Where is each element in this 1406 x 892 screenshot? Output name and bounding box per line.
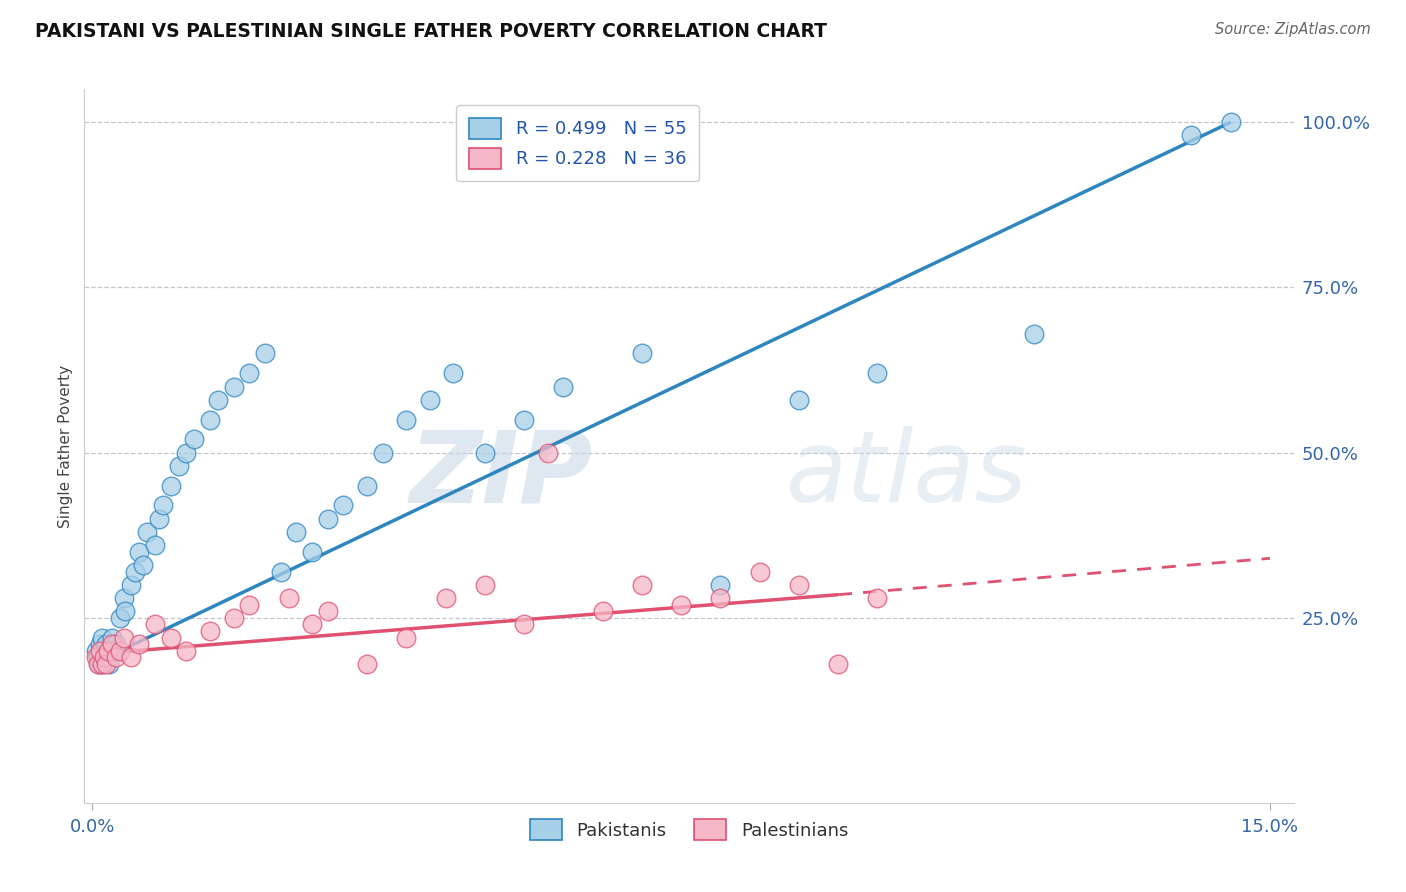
Point bbox=[592, 604, 614, 618]
Point bbox=[128, 637, 150, 651]
Point bbox=[152, 499, 174, 513]
Point bbox=[866, 591, 889, 605]
Point bbox=[93, 650, 115, 665]
Point bbox=[513, 412, 536, 426]
Point bbox=[301, 545, 323, 559]
Point bbox=[121, 578, 143, 592]
Text: ZIP: ZIP bbox=[409, 426, 592, 523]
Point bbox=[474, 578, 496, 592]
Point bbox=[112, 591, 135, 605]
Point bbox=[356, 478, 378, 492]
Text: atlas: atlas bbox=[786, 426, 1028, 523]
Text: Source: ZipAtlas.com: Source: ZipAtlas.com bbox=[1215, 22, 1371, 37]
Point bbox=[112, 631, 135, 645]
Point bbox=[143, 617, 166, 632]
Point bbox=[167, 458, 190, 473]
Point bbox=[128, 545, 150, 559]
Point bbox=[1180, 128, 1202, 143]
Point bbox=[709, 591, 731, 605]
Point bbox=[176, 445, 198, 459]
Point bbox=[277, 591, 299, 605]
Point bbox=[159, 631, 181, 645]
Point bbox=[89, 644, 111, 658]
Point bbox=[222, 611, 245, 625]
Point bbox=[371, 445, 394, 459]
Point bbox=[89, 657, 111, 671]
Point bbox=[513, 617, 536, 632]
Point bbox=[270, 565, 292, 579]
Point bbox=[222, 379, 245, 393]
Point bbox=[1024, 326, 1046, 341]
Point bbox=[91, 631, 114, 645]
Point bbox=[238, 367, 260, 381]
Point bbox=[159, 478, 181, 492]
Point bbox=[101, 637, 124, 651]
Point bbox=[124, 565, 146, 579]
Point bbox=[787, 392, 810, 407]
Point bbox=[104, 637, 127, 651]
Point bbox=[176, 644, 198, 658]
Point bbox=[748, 565, 770, 579]
Point bbox=[96, 637, 118, 651]
Point bbox=[87, 657, 110, 671]
Point bbox=[253, 346, 276, 360]
Point bbox=[787, 578, 810, 592]
Point bbox=[198, 624, 221, 638]
Point bbox=[114, 604, 136, 618]
Point bbox=[108, 611, 131, 625]
Point bbox=[101, 631, 124, 645]
Point bbox=[866, 367, 889, 381]
Point bbox=[97, 644, 120, 658]
Point bbox=[148, 511, 170, 525]
Point bbox=[630, 346, 652, 360]
Point bbox=[183, 433, 205, 447]
Point bbox=[121, 650, 143, 665]
Point bbox=[395, 412, 418, 426]
Point bbox=[207, 392, 229, 407]
Point bbox=[90, 644, 112, 658]
Point bbox=[132, 558, 155, 572]
Point bbox=[630, 578, 652, 592]
Point bbox=[198, 412, 221, 426]
Point bbox=[285, 524, 308, 539]
Point bbox=[98, 657, 121, 671]
Point bbox=[89, 637, 111, 651]
Point bbox=[84, 650, 107, 665]
Point bbox=[474, 445, 496, 459]
Point bbox=[84, 644, 107, 658]
Point bbox=[316, 511, 339, 525]
Point bbox=[669, 598, 692, 612]
Point bbox=[434, 591, 457, 605]
Point bbox=[103, 644, 125, 658]
Point bbox=[108, 644, 131, 658]
Point bbox=[301, 617, 323, 632]
Point bbox=[97, 644, 120, 658]
Point bbox=[356, 657, 378, 671]
Point bbox=[104, 650, 127, 665]
Point bbox=[90, 657, 112, 671]
Point bbox=[332, 499, 354, 513]
Point bbox=[709, 578, 731, 592]
Point bbox=[1219, 115, 1241, 129]
Legend: Pakistanis, Palestinians: Pakistanis, Palestinians bbox=[523, 812, 855, 847]
Point bbox=[419, 392, 441, 407]
Point bbox=[536, 445, 558, 459]
Point bbox=[827, 657, 849, 671]
Point bbox=[441, 367, 464, 381]
Point bbox=[553, 379, 575, 393]
Point bbox=[143, 538, 166, 552]
Point bbox=[90, 657, 112, 671]
Point bbox=[238, 598, 260, 612]
Point bbox=[87, 650, 110, 665]
Point bbox=[136, 524, 159, 539]
Point bbox=[96, 657, 118, 671]
Point bbox=[316, 604, 339, 618]
Point bbox=[94, 650, 117, 665]
Point bbox=[93, 644, 115, 658]
Text: PAKISTANI VS PALESTINIAN SINGLE FATHER POVERTY CORRELATION CHART: PAKISTANI VS PALESTINIAN SINGLE FATHER P… bbox=[35, 22, 827, 41]
Point bbox=[395, 631, 418, 645]
Y-axis label: Single Father Poverty: Single Father Poverty bbox=[58, 365, 73, 527]
